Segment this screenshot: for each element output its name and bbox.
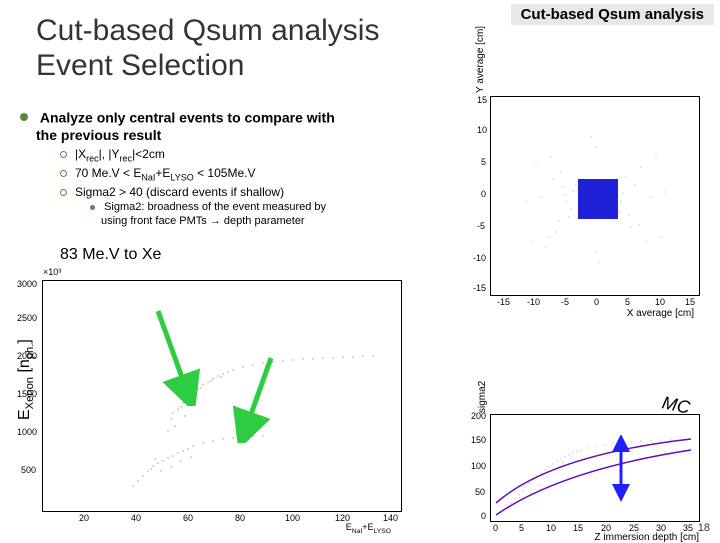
xtick: -15	[497, 297, 510, 307]
ytick: 10	[477, 125, 487, 135]
title-line2: Event Selection	[36, 49, 244, 82]
xtick: 5	[625, 297, 630, 307]
main-bullet-l2: the previous result	[36, 127, 161, 143]
sub2: 70 Me.V < ENaI+ELYSO < 105Me.V	[60, 165, 284, 184]
title-line1: Cut-based Qsum analysis	[36, 14, 379, 47]
ytick: 3000	[17, 279, 37, 289]
xtick: 5	[519, 523, 524, 533]
ytick: -10	[473, 253, 486, 263]
xlabel: Z immersion depth [cm]	[595, 532, 699, 543]
xtick: 0	[594, 297, 599, 307]
ytick: 0	[481, 189, 486, 199]
slide-number: 18	[698, 522, 710, 534]
sub3: Sigma2 > 40 (discard events if shallow)	[60, 184, 284, 201]
ytick: -5	[477, 221, 485, 231]
ytick: 500	[21, 465, 36, 475]
xlabel: ENaI+ELYSO	[346, 522, 391, 535]
ytick: 2000	[17, 351, 37, 361]
xtick: 15	[573, 523, 583, 533]
ytick: 50	[475, 487, 485, 497]
sub3-text: Sigma2 > 40 (discard events if shallow)	[75, 185, 284, 199]
slide-title: Cut-based Qsum analysis Event Selection	[36, 14, 379, 83]
main-bullet: Analyze only central events to compare w…	[20, 108, 335, 143]
ytick: 1000	[17, 427, 37, 437]
ytick: 5	[481, 157, 486, 167]
xtick: 60	[183, 513, 193, 523]
ytick: 150	[471, 435, 486, 445]
sigma2-depth-chart: 0 5 10 15 20 25 30 35 Z immersion depth …	[490, 414, 700, 522]
xtick: 15	[685, 297, 695, 307]
exenon-svg	[43, 281, 403, 513]
xtick: 80	[235, 513, 245, 523]
exenon-chart: ×10³ 20 40 60 80 100 120 140 ENaI+ELYSO …	[42, 280, 402, 512]
xtick: 100	[285, 513, 300, 523]
circle-icon	[60, 189, 67, 196]
circle-icon	[60, 151, 67, 158]
exp-label: ×10³	[43, 267, 61, 277]
xtick: 10	[655, 297, 665, 307]
ytick: -15	[473, 283, 486, 293]
xtick: 10	[546, 523, 556, 533]
slide-header: Cut-based Qsum analysis	[511, 4, 714, 25]
xtick: -5	[561, 297, 569, 307]
main-bullet-l1: Analyze only central events to compare w…	[40, 109, 335, 125]
circle-icon	[60, 170, 67, 177]
subsub-l1: Sigma2: broadness of the event measured …	[104, 201, 326, 213]
selection-box	[578, 179, 618, 219]
ytick: 0	[481, 511, 486, 521]
bullet-dot-icon	[20, 113, 28, 121]
subsub-l2: using front face PMTs → depth parameter	[101, 215, 305, 227]
small-dot-icon	[90, 205, 95, 210]
ytick: 100	[471, 461, 486, 471]
label-83mev: 83 Me.V to Xe	[60, 246, 161, 264]
xtick: -10	[527, 297, 540, 307]
sigma2-svg	[491, 415, 701, 523]
xtick: 0	[493, 523, 498, 533]
ytick: 2500	[17, 313, 37, 323]
sub1: |Xrec|, |Yrec|<2cm	[60, 146, 284, 165]
ytick: 15	[477, 95, 487, 105]
subsub-bullet: Sigma2: broadness of the event measured …	[90, 200, 400, 229]
xlabel: X average [cm]	[627, 308, 694, 319]
xtick: 20	[79, 513, 89, 523]
scatter-xy-chart: -15 -10 -5 0 5 10 15 X average [cm] -15 …	[490, 96, 700, 296]
ytick: 1500	[17, 389, 37, 399]
sub-bullets: |Xrec|, |Yrec|<2cm 70 Me.V < ENaI+ELYSO …	[60, 146, 284, 201]
xtick: 40	[131, 513, 141, 523]
ylabel: Y average [cm]	[475, 26, 486, 93]
ylabel: sigma2	[477, 381, 488, 413]
